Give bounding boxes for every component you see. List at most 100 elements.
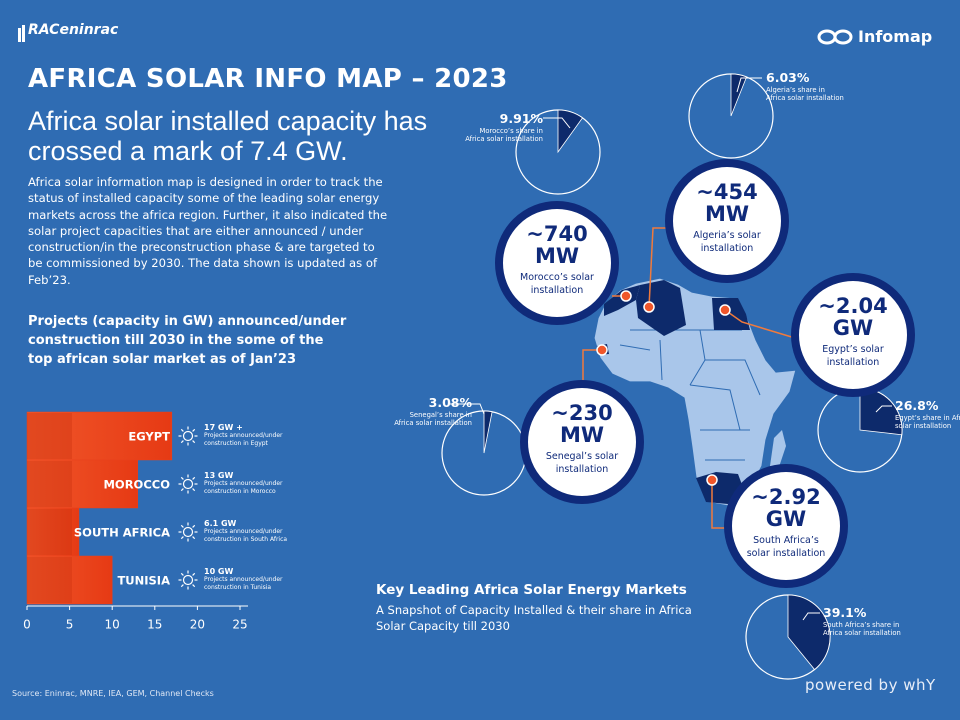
x-tick-label: 10 — [105, 618, 120, 632]
bar-shade — [27, 413, 72, 459]
pie-leader — [875, 405, 892, 413]
capacity-unit: MW — [559, 423, 605, 447]
subtitle: Africa solar installed capacity has cros… — [28, 106, 428, 166]
sun-ray — [192, 428, 196, 432]
value-note: Projects announced/under construction in… — [204, 480, 283, 495]
capacity-value: ~740 — [526, 222, 588, 246]
morocco — [604, 285, 640, 316]
x-tick-label: 15 — [147, 618, 162, 632]
pie-leader — [802, 612, 820, 621]
location-dot — [643, 301, 655, 313]
connector — [711, 480, 728, 529]
capacity-value: ~2.04 — [818, 294, 888, 318]
connector — [582, 349, 602, 386]
pie-slice — [730, 73, 748, 117]
bar — [26, 555, 113, 605]
africa-outline — [593, 277, 797, 507]
location-dot — [596, 344, 608, 356]
share-caption: Morocco’s share in Africa solar installa… — [465, 127, 543, 143]
location-dot — [706, 474, 718, 486]
category-label: SOUTH AFRICA — [74, 526, 170, 540]
share-label: 3.08% — [428, 395, 472, 410]
capacity-caption: Senegal’s solar installation — [545, 451, 619, 475]
capacity-caption: Morocco’s solar installation — [520, 272, 594, 296]
powered-by: powered by whY — [805, 676, 936, 694]
sun-ray — [180, 440, 184, 444]
logo-icon — [18, 25, 25, 42]
value-label: 17 GW + — [204, 423, 243, 432]
sun-core — [182, 478, 194, 490]
sun-ray — [192, 488, 196, 492]
sun-icon — [178, 522, 198, 542]
pie-leader — [736, 77, 762, 93]
category-label: MOROCCO — [103, 478, 170, 492]
sun-ray — [192, 440, 196, 444]
sun-icon — [178, 570, 198, 590]
sun-ray — [192, 476, 196, 480]
sun-ray — [180, 476, 184, 480]
key-subtitle: A Snapshot of Capacity Installed & their… — [376, 603, 692, 633]
value-note: Projects announced/under construction in… — [204, 528, 288, 543]
bar-shade — [27, 509, 72, 555]
capacity-caption: Egypt’s solar installation — [822, 344, 884, 368]
bar — [26, 411, 173, 461]
sun-core — [182, 526, 194, 538]
sun-ray — [180, 584, 184, 588]
sun-ray — [192, 584, 196, 588]
value-note: Projects announced/under construction in… — [204, 576, 283, 591]
logo: RACeninrac — [28, 22, 119, 38]
share-caption: Algeria’s share in Africa solar installa… — [766, 86, 844, 102]
capacity-value: ~230 — [551, 401, 613, 425]
pie-slice — [483, 410, 493, 454]
chart-title: Projects (capacity in GW) announced/unde… — [28, 314, 347, 367]
sun-ray — [192, 572, 196, 576]
infomap-icon — [817, 29, 853, 45]
capacity-caption: South Africa’s solar installation — [746, 535, 826, 559]
sun-icon — [178, 474, 198, 494]
sun-ray — [192, 524, 196, 528]
connectors — [582, 227, 796, 529]
capacity-circle — [495, 201, 619, 325]
capacity-unit: MW — [704, 202, 750, 226]
sun-ray — [192, 536, 196, 540]
share-caption: South Africa’s share in Africa solar ins… — [823, 621, 901, 637]
capacity-value: ~454 — [696, 180, 758, 204]
algeria — [636, 280, 686, 336]
value-label: 10 GW — [204, 567, 234, 576]
bar-shade — [27, 461, 72, 507]
capacity-value: ~2.92 — [751, 485, 821, 509]
capacity-unit: GW — [765, 507, 807, 531]
brand: Infomap — [858, 27, 933, 46]
capacity-circle — [665, 159, 789, 283]
pie-leader — [543, 117, 571, 129]
x-tick-label: 5 — [66, 618, 74, 632]
x-tick-label: 0 — [23, 618, 31, 632]
location-dot — [719, 304, 731, 316]
bar — [26, 459, 139, 509]
intro-text: Africa solar information map is designed… — [28, 175, 388, 287]
sun-core — [182, 430, 194, 442]
sun-ray — [180, 572, 184, 576]
share-caption: Egypt’s share in Africa solar installati… — [895, 414, 960, 430]
key-title: Key Leading Africa Solar Energy Markets — [376, 582, 687, 598]
share-label: 9.91% — [499, 111, 543, 126]
source: Source: Eninrac, MNRE, IEA, GEM, Channel… — [12, 689, 214, 698]
bar-shade — [27, 557, 72, 603]
sun-ray — [180, 488, 184, 492]
value-label: 6.1 GW — [204, 519, 237, 528]
capacity-unit: GW — [832, 316, 874, 340]
share-caption: Senegal’s share in Africa solar installa… — [394, 411, 472, 427]
capacity-circle — [520, 380, 644, 504]
capacity-circle — [791, 273, 915, 397]
capacity-caption: Algeria’s solar installation — [693, 230, 761, 254]
sun-ray — [180, 536, 184, 540]
location-dot — [620, 290, 632, 302]
pie-slice — [787, 594, 831, 671]
share-label: 26.8% — [895, 398, 939, 413]
sun-ray — [180, 524, 184, 528]
madagascar — [770, 430, 786, 470]
x-tick-label: 20 — [190, 618, 205, 632]
sun-ray — [180, 428, 184, 432]
